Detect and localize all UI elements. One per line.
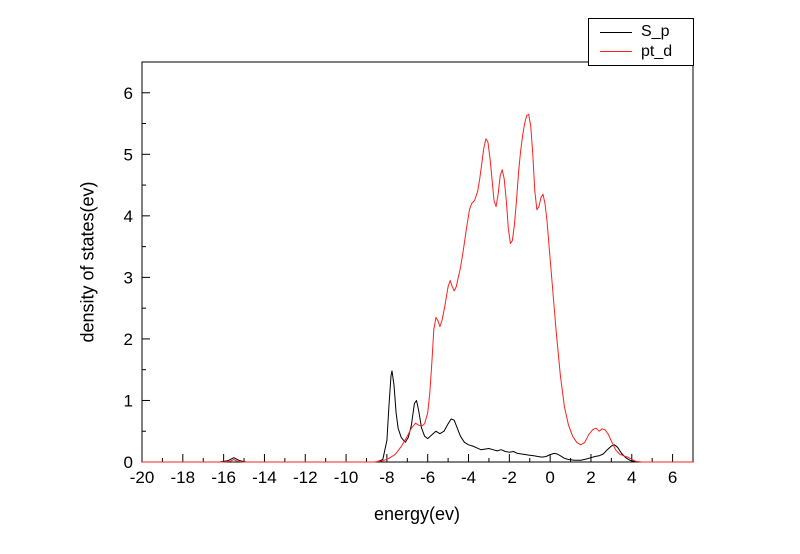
legend-line-s-p-icon [600, 31, 632, 33]
y-tick-label: 6 [124, 84, 133, 103]
y-axis-title: density of states(ev) [77, 181, 98, 343]
legend-line-pt-d-icon [600, 51, 632, 53]
series-line-S_p [142, 370, 693, 463]
legend-item-s-p: S_p [589, 24, 693, 40]
x-tick-label: -8 [379, 468, 394, 487]
legend: S_p pt_d [588, 18, 694, 66]
x-tick-label: -12 [293, 468, 318, 487]
x-tick-label: 6 [668, 468, 677, 487]
x-tick-label: -16 [211, 468, 236, 487]
x-tick-label: 2 [586, 468, 595, 487]
x-tick-label: -20 [130, 468, 155, 487]
y-tick-label: 1 [124, 391, 133, 410]
y-tick-label: 3 [124, 268, 133, 287]
legend-label-s-p: S_p [641, 23, 670, 41]
y-tick-label: 5 [124, 145, 133, 164]
y-tick-label: 4 [124, 207, 133, 226]
x-tick-label: -18 [171, 468, 196, 487]
x-tick-label: -14 [252, 468, 277, 487]
x-tick-label: -6 [420, 468, 435, 487]
legend-item-pt-d: pt_d [589, 42, 693, 60]
x-tick-label: -2 [502, 468, 517, 487]
x-axis-title: energy(ev) [373, 504, 461, 524]
series-line-pt_d [142, 113, 693, 463]
y-tick-label: 2 [124, 330, 133, 349]
x-tick-label: -4 [461, 468, 476, 487]
x-tick-label: 4 [627, 468, 636, 487]
x-tick-label: 0 [545, 468, 554, 487]
legend-label-pt-d: pt_d [641, 42, 673, 60]
x-tick-label: -10 [334, 468, 359, 487]
plot-frame [141, 61, 694, 463]
y-tick-label: 0 [124, 453, 133, 472]
